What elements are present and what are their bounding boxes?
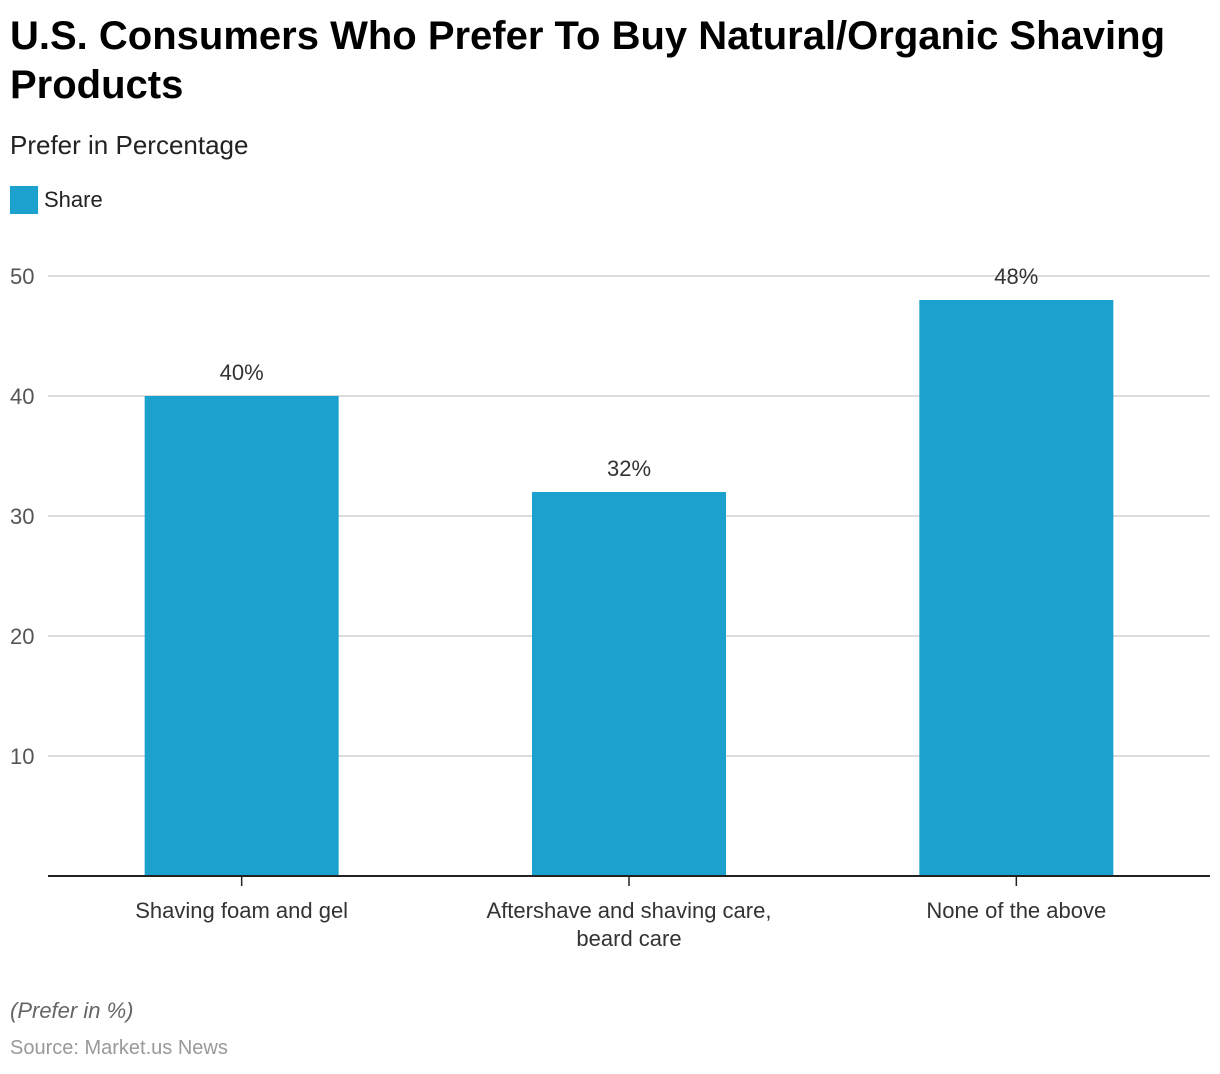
x-tick-label: Aftershave and shaving care, (487, 898, 772, 923)
x-tick-label: beard care (576, 926, 681, 951)
legend-swatch (10, 186, 38, 214)
legend-label: Share (44, 187, 103, 212)
x-tick-label: None of the above (926, 898, 1106, 923)
y-tick-label: 10 (10, 744, 34, 769)
data-label: 48% (994, 264, 1038, 289)
y-tick-label: 40 (10, 384, 34, 409)
y-tick-label: 50 (10, 264, 34, 289)
y-tick-label: 30 (10, 504, 34, 529)
x-tick-label: Shaving foam and gel (135, 898, 348, 923)
bar (532, 492, 726, 876)
y-tick-label: 20 (10, 624, 34, 649)
data-label: 32% (607, 456, 651, 481)
bar (144, 396, 339, 876)
data-label: 40% (220, 360, 264, 385)
chart-title: U.S. Consumers Who Prefer To Buy Natural… (10, 14, 1166, 107)
note: (Prefer in %) (10, 998, 134, 1023)
bar (919, 300, 1114, 876)
source: Source: Market.us News (10, 1037, 228, 1059)
chart-subtitle: Prefer in Percentage (10, 130, 249, 160)
chart-plot: 10 20 30 40 50 40% Shaving foam and gel 32% Afte… (10, 264, 1210, 951)
legend: Share (10, 186, 103, 214)
